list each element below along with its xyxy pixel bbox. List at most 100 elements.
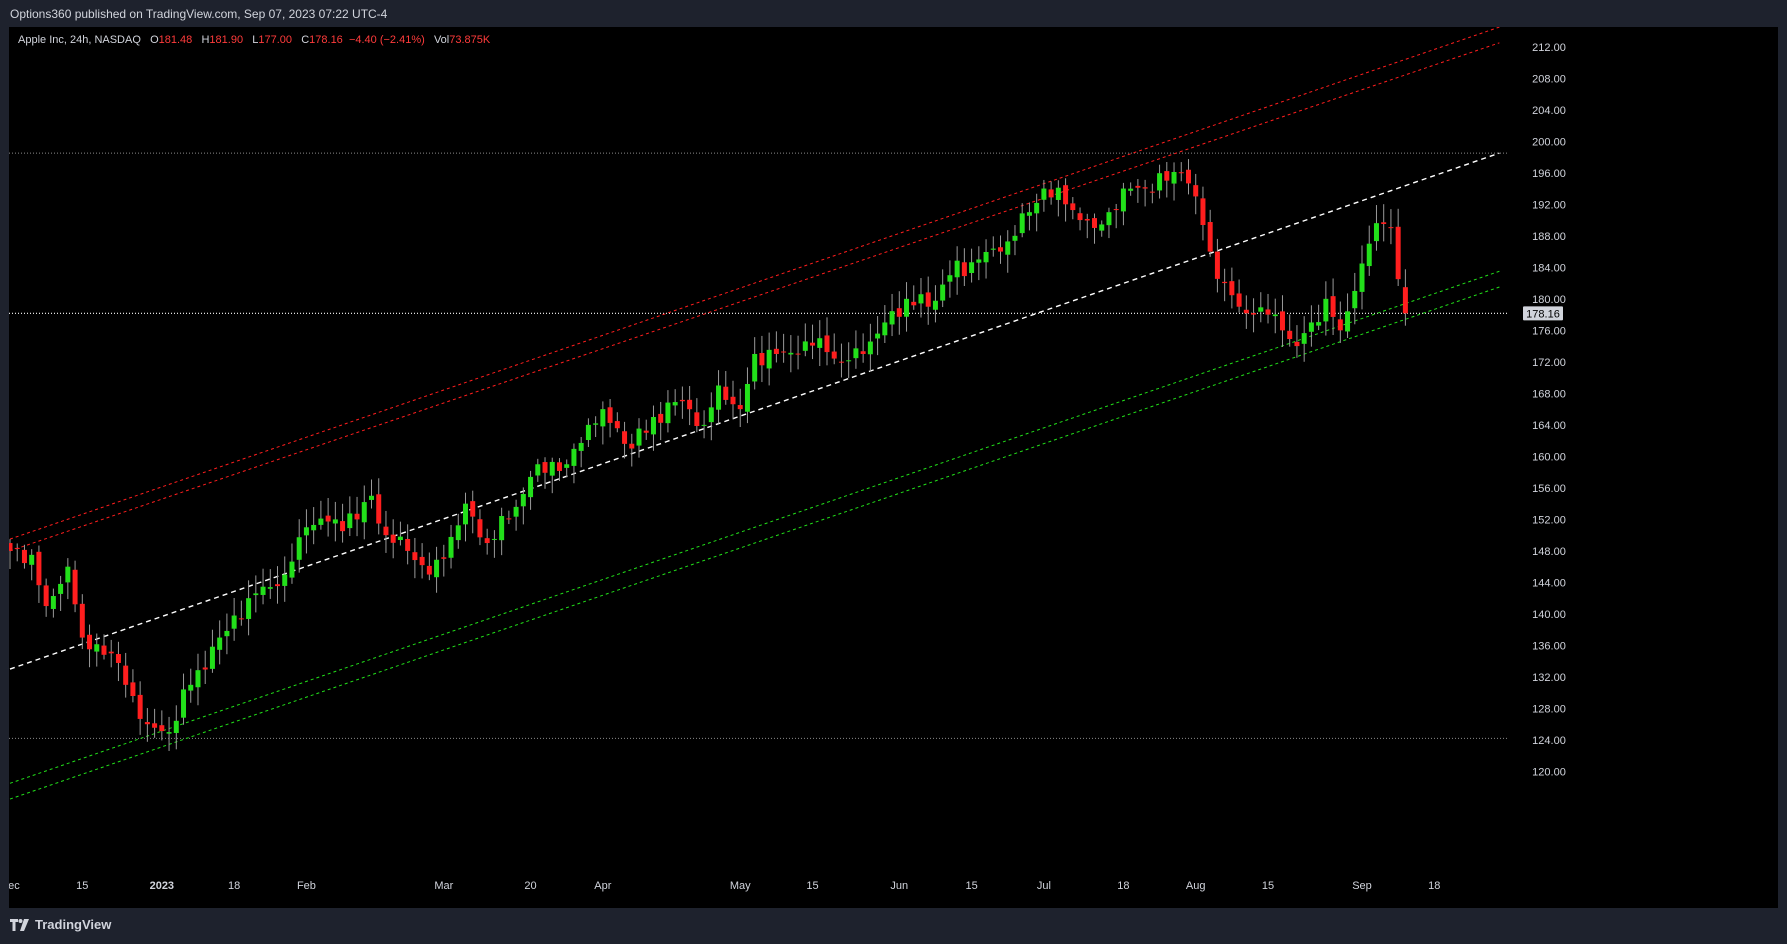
y-tick-label: 172.00 bbox=[1532, 357, 1566, 369]
candle-body-down bbox=[36, 551, 42, 586]
candle bbox=[882, 305, 888, 343]
candle bbox=[643, 419, 649, 440]
candle bbox=[1193, 173, 1199, 215]
candle-body-up bbox=[195, 670, 201, 688]
candle-body-up bbox=[397, 536, 403, 541]
y-tick-label: 148.00 bbox=[1532, 546, 1566, 558]
candle-body-up bbox=[499, 516, 505, 541]
tradingview-logo[interactable]: TradingView bbox=[10, 917, 111, 932]
candle-body-down bbox=[1229, 281, 1235, 296]
candle bbox=[1359, 245, 1365, 310]
candle bbox=[224, 613, 230, 655]
candle bbox=[1366, 225, 1372, 276]
x-tick-label: 15 bbox=[965, 880, 977, 892]
candle bbox=[1214, 238, 1220, 293]
candle-body-down bbox=[238, 618, 244, 620]
candle-body-down bbox=[723, 386, 729, 400]
x-tick-label: 18 bbox=[1117, 880, 1129, 892]
candle-body-down bbox=[115, 654, 121, 663]
candle bbox=[369, 479, 374, 509]
white-dashed-trend-line bbox=[9, 152, 1500, 670]
candle bbox=[195, 653, 201, 706]
candle bbox=[1135, 179, 1141, 203]
volume-label: Vol bbox=[433, 34, 450, 46]
candle bbox=[947, 260, 953, 298]
candle-body-up bbox=[788, 352, 794, 355]
ohlc-legend: Apple Inc, 24h, NASDAQ O181.48 H181.90 L… bbox=[18, 34, 490, 46]
candle-body-down bbox=[1236, 293, 1242, 307]
x-tick-label: 2023 bbox=[150, 880, 174, 892]
candle bbox=[405, 524, 411, 565]
candle bbox=[1092, 213, 1097, 244]
candle bbox=[925, 276, 931, 325]
candle-body-up bbox=[1171, 172, 1177, 184]
y-tick-label: 140.00 bbox=[1532, 609, 1566, 621]
candle bbox=[556, 458, 562, 481]
y-tick-label: 164.00 bbox=[1532, 420, 1566, 432]
candlestick-chart[interactable]: 120.00 124.00 128.00 132.00 136.00 140.00 144.… bbox=[9, 27, 1778, 908]
x-tick-label: Jul bbox=[1037, 880, 1051, 892]
candle bbox=[1012, 225, 1018, 256]
candles-layer bbox=[9, 159, 1408, 751]
x-tick-label: May bbox=[730, 880, 751, 892]
red-dashed-trend-line bbox=[9, 42, 1500, 552]
candle bbox=[629, 433, 635, 467]
candle-body-down bbox=[426, 565, 432, 575]
close-label: C bbox=[301, 34, 310, 46]
candle-body-down bbox=[1337, 319, 1343, 331]
candle-body-down bbox=[961, 262, 967, 277]
candle-body-down bbox=[1381, 222, 1387, 224]
candle-body-down bbox=[1048, 189, 1054, 198]
candle bbox=[491, 530, 497, 558]
x-tick-label: Aug bbox=[1186, 880, 1206, 892]
low-value: 177.00 bbox=[258, 34, 293, 46]
candle-body-down bbox=[405, 538, 411, 551]
candle-body-down bbox=[123, 665, 129, 685]
candle bbox=[397, 521, 403, 546]
candle bbox=[1381, 204, 1387, 242]
red-dashed-trend-line bbox=[9, 27, 1500, 540]
candle-body-up bbox=[246, 598, 252, 619]
candle bbox=[528, 470, 534, 510]
candle-body-down bbox=[1185, 169, 1191, 184]
candle bbox=[781, 333, 787, 363]
candle-body-up bbox=[513, 506, 519, 517]
candle bbox=[1207, 209, 1213, 257]
candle-body-up bbox=[434, 559, 440, 578]
candle bbox=[1106, 207, 1112, 239]
brand-name: TradingView bbox=[35, 917, 112, 932]
candle-body-up bbox=[1005, 241, 1011, 255]
candle bbox=[679, 386, 685, 419]
y-tick-label: 144.00 bbox=[1532, 577, 1566, 589]
candle bbox=[1229, 267, 1235, 309]
candle-body-down bbox=[159, 725, 165, 732]
candle bbox=[658, 401, 664, 441]
candle-body-down bbox=[1207, 222, 1213, 252]
candle bbox=[506, 510, 512, 525]
candle bbox=[838, 343, 844, 378]
candle bbox=[650, 405, 656, 451]
candle bbox=[123, 652, 129, 698]
y-tick-label: 128.00 bbox=[1532, 703, 1566, 715]
candle bbox=[810, 324, 816, 360]
candle-body-up bbox=[1106, 212, 1112, 226]
candle-body-up bbox=[578, 442, 584, 451]
candle-body-up bbox=[1258, 307, 1264, 312]
candle-body-up bbox=[636, 428, 642, 446]
chart-area[interactable]: 120.00 124.00 128.00 132.00 136.00 140.00 144.… bbox=[9, 27, 1778, 908]
candle bbox=[36, 545, 42, 603]
candle bbox=[332, 501, 338, 542]
candle-body-up bbox=[1120, 188, 1126, 212]
candle-body-down bbox=[1092, 218, 1097, 228]
candle bbox=[1222, 268, 1228, 302]
candle-body-up bbox=[940, 284, 946, 301]
symbol-label: Apple Inc, 24h, NASDAQ bbox=[18, 34, 141, 46]
candle-body-down bbox=[21, 549, 27, 564]
candle-body-down bbox=[896, 308, 902, 317]
candle bbox=[173, 705, 179, 750]
candle-body-down bbox=[1063, 185, 1069, 205]
candle bbox=[455, 513, 461, 549]
candle-body-up bbox=[1323, 298, 1329, 322]
y-tick-label: 168.00 bbox=[1532, 388, 1566, 400]
candle-body-up bbox=[535, 464, 541, 476]
